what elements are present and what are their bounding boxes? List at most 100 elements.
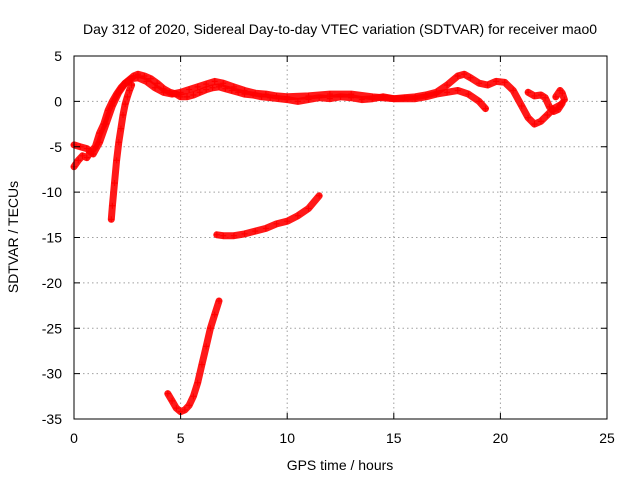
axis-ticks: 0 5 10 15 20 25 5 0 -5 -10 -15 -20 -25 -30 -35 bbox=[42, 48, 615, 446]
y-tick-label: -25 bbox=[42, 320, 62, 336]
series-markers-arc-4 bbox=[213, 192, 323, 239]
data-point bbox=[213, 231, 220, 238]
data-point bbox=[215, 298, 222, 305]
data-point bbox=[294, 212, 301, 219]
data-point bbox=[476, 98, 483, 105]
y-tick-label: -15 bbox=[42, 230, 62, 246]
data-point bbox=[102, 121, 109, 128]
data-point bbox=[143, 78, 150, 85]
data-point bbox=[305, 205, 312, 212]
data-point bbox=[465, 91, 472, 98]
y-tick-label: -5 bbox=[50, 139, 63, 155]
data-point bbox=[510, 87, 517, 94]
data-point bbox=[444, 89, 451, 96]
data-point bbox=[561, 96, 568, 103]
data-point bbox=[96, 139, 103, 146]
data-point bbox=[122, 101, 129, 108]
x-tick-label: 0 bbox=[70, 430, 78, 446]
data-point bbox=[128, 82, 135, 89]
data-point bbox=[316, 192, 323, 199]
data-point bbox=[348, 91, 355, 98]
data-point bbox=[203, 343, 210, 350]
data-point bbox=[454, 72, 461, 79]
data-point bbox=[284, 218, 291, 225]
data-point bbox=[211, 78, 218, 85]
data-point bbox=[482, 105, 489, 112]
data-point bbox=[552, 93, 559, 100]
x-tick-label: 20 bbox=[493, 430, 509, 446]
data-point bbox=[181, 406, 188, 413]
data-point bbox=[550, 108, 557, 115]
data-point bbox=[128, 75, 135, 82]
data-point bbox=[525, 114, 532, 121]
data-point bbox=[252, 228, 259, 235]
data-point bbox=[122, 80, 129, 87]
series-markers-arc-6 bbox=[525, 89, 566, 115]
data-point bbox=[305, 92, 312, 99]
x-tick-label: 25 bbox=[599, 430, 615, 446]
x-tick-label: 10 bbox=[279, 430, 295, 446]
data-point bbox=[412, 95, 419, 102]
data-point bbox=[152, 84, 159, 91]
data-point bbox=[115, 89, 122, 96]
data-point bbox=[109, 202, 116, 209]
data-point bbox=[108, 216, 115, 223]
data-point bbox=[120, 111, 127, 118]
series-markers-arc-5 bbox=[164, 298, 222, 415]
data-point bbox=[252, 90, 259, 97]
data-point bbox=[262, 225, 269, 232]
data-point bbox=[169, 397, 176, 404]
data-point bbox=[90, 151, 97, 158]
data-point bbox=[262, 91, 269, 98]
data-point bbox=[544, 111, 551, 118]
data-point bbox=[454, 87, 461, 94]
data-point bbox=[554, 106, 561, 113]
data-point bbox=[433, 91, 440, 98]
data-point bbox=[198, 361, 205, 368]
data-point bbox=[111, 180, 118, 187]
data-point bbox=[177, 89, 184, 96]
data-point bbox=[531, 92, 538, 99]
data-point bbox=[284, 93, 291, 100]
y-axis-title: SDTVAR / TECUs bbox=[5, 181, 21, 293]
grid bbox=[74, 56, 607, 419]
data-point bbox=[186, 402, 193, 409]
data-point bbox=[211, 311, 218, 318]
data-point bbox=[390, 95, 397, 102]
series-markers-arc-3 bbox=[108, 82, 135, 223]
data-point bbox=[169, 91, 176, 98]
data-point bbox=[493, 78, 500, 85]
data-point bbox=[531, 121, 538, 128]
data-point bbox=[196, 89, 203, 96]
data-point bbox=[461, 71, 468, 78]
data-point bbox=[518, 102, 525, 109]
data-point bbox=[117, 125, 124, 132]
data-point bbox=[124, 93, 131, 100]
data-point bbox=[422, 93, 429, 100]
data-point bbox=[241, 230, 248, 237]
data-point bbox=[79, 152, 86, 159]
data-point bbox=[537, 118, 544, 125]
data-point bbox=[501, 79, 508, 86]
data-point bbox=[369, 93, 376, 100]
series-group bbox=[70, 70, 568, 416]
data-point bbox=[467, 74, 474, 81]
series-line-arc-4 bbox=[213, 192, 323, 240]
data-point bbox=[559, 90, 566, 97]
data-point bbox=[183, 93, 190, 100]
data-point bbox=[164, 390, 171, 397]
data-point bbox=[230, 232, 237, 239]
data-point bbox=[542, 94, 549, 101]
data-point bbox=[126, 87, 133, 94]
data-point bbox=[220, 232, 227, 239]
y-tick-label: 5 bbox=[54, 48, 62, 64]
y-tick-label: -10 bbox=[42, 184, 62, 200]
data-point bbox=[273, 220, 280, 227]
data-point bbox=[273, 92, 280, 99]
data-point bbox=[186, 86, 193, 93]
data-point bbox=[194, 83, 201, 90]
data-point bbox=[241, 87, 248, 94]
x-tick-label: 5 bbox=[177, 430, 185, 446]
